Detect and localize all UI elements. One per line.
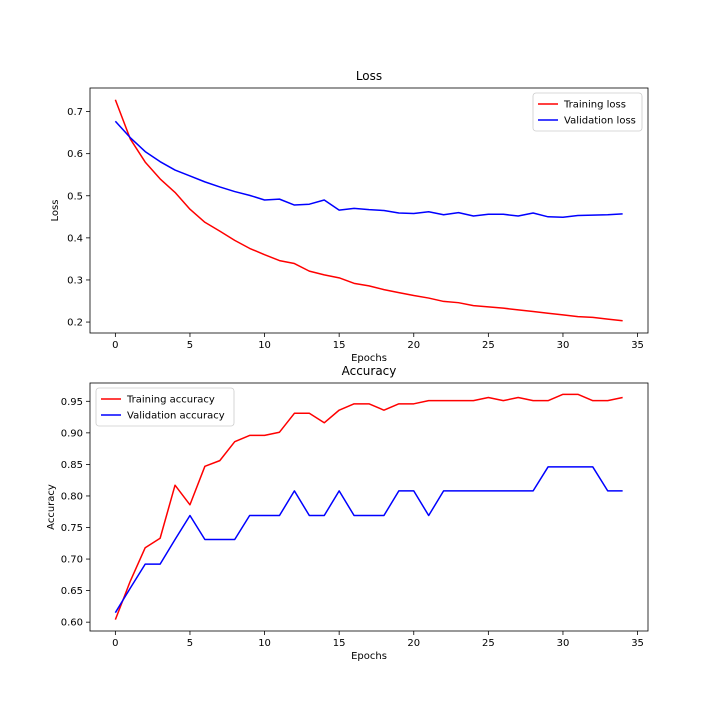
y-tick-label: 0.60	[61, 618, 83, 629]
legend-label: Validation accuracy	[127, 411, 225, 422]
x-tick-label: 5	[187, 340, 193, 351]
series-line-training-accuracy	[114, 393, 623, 620]
accuracy-chart: Accuracy 0 5 10 15 20 25 30 35 0.60 0.65 0.70 0.75 0.…	[46, 364, 649, 662]
series-line-training-loss	[114, 99, 623, 322]
y-axis-label: Loss	[50, 200, 61, 222]
series-line-validation-loss	[114, 120, 623, 218]
x-tick-label: 0	[112, 340, 118, 351]
legend-label: Training accuracy	[126, 395, 215, 406]
y-tick-label: 0.75	[61, 523, 83, 534]
x-tick-label: 20	[407, 340, 420, 351]
y-tick-label: 0.95	[61, 397, 83, 408]
legend: Training accuracy Validation accuracy	[95, 387, 235, 427]
x-tick-label: 10	[258, 638, 271, 649]
chart-title: Loss	[356, 69, 382, 83]
y-tick-label: 0.90	[61, 428, 83, 439]
y-tick-label: 0.85	[61, 460, 83, 471]
plot-frame	[89, 382, 649, 632]
legend-label: Training loss	[563, 100, 626, 111]
x-axis-label: Epochs	[351, 353, 387, 364]
x-tick-label: 30	[557, 340, 570, 351]
x-tick-label: 20	[407, 638, 420, 649]
chart-title: Accuracy	[342, 364, 397, 378]
x-tick-label: 25	[482, 340, 495, 351]
y-tick-label: 0.3	[67, 275, 83, 286]
x-tick-label: 5	[187, 638, 193, 649]
x-tick-label: 10	[258, 340, 271, 351]
y-tick-label: 0.70	[61, 555, 83, 566]
x-tick-label: 30	[557, 638, 570, 649]
y-axis-label: Accuracy	[46, 484, 57, 530]
y-tick-label: 0.4	[67, 233, 83, 244]
plot-frame	[89, 87, 649, 334]
y-tick-label: 0.7	[67, 107, 83, 118]
legend: Training loss Validation loss	[532, 92, 643, 132]
series-line-validation-accuracy	[114, 466, 623, 614]
y-tick-label: 0.65	[61, 586, 83, 597]
loss-chart: Loss 0 5 10 15 20 25 30 35 0.2 0.3 0.4 0.5 0.6 0.7 Epoc…	[50, 69, 649, 364]
x-tick-label: 15	[333, 638, 346, 649]
x-tick-label: 35	[631, 638, 644, 649]
x-tick-label: 35	[631, 340, 644, 351]
y-tick-label: 0.80	[61, 491, 83, 502]
legend-box	[95, 387, 235, 427]
x-tick-label: 15	[333, 340, 346, 351]
x-tick-label: 25	[482, 638, 495, 649]
y-tick-label: 0.5	[67, 191, 83, 202]
y-tick-label: 0.2	[67, 318, 83, 329]
legend-label: Validation loss	[564, 116, 636, 127]
legend-box	[532, 92, 643, 132]
y-tick-label: 0.6	[67, 149, 83, 160]
x-axis-label: Epochs	[351, 651, 387, 662]
x-tick-label: 0	[112, 638, 118, 649]
